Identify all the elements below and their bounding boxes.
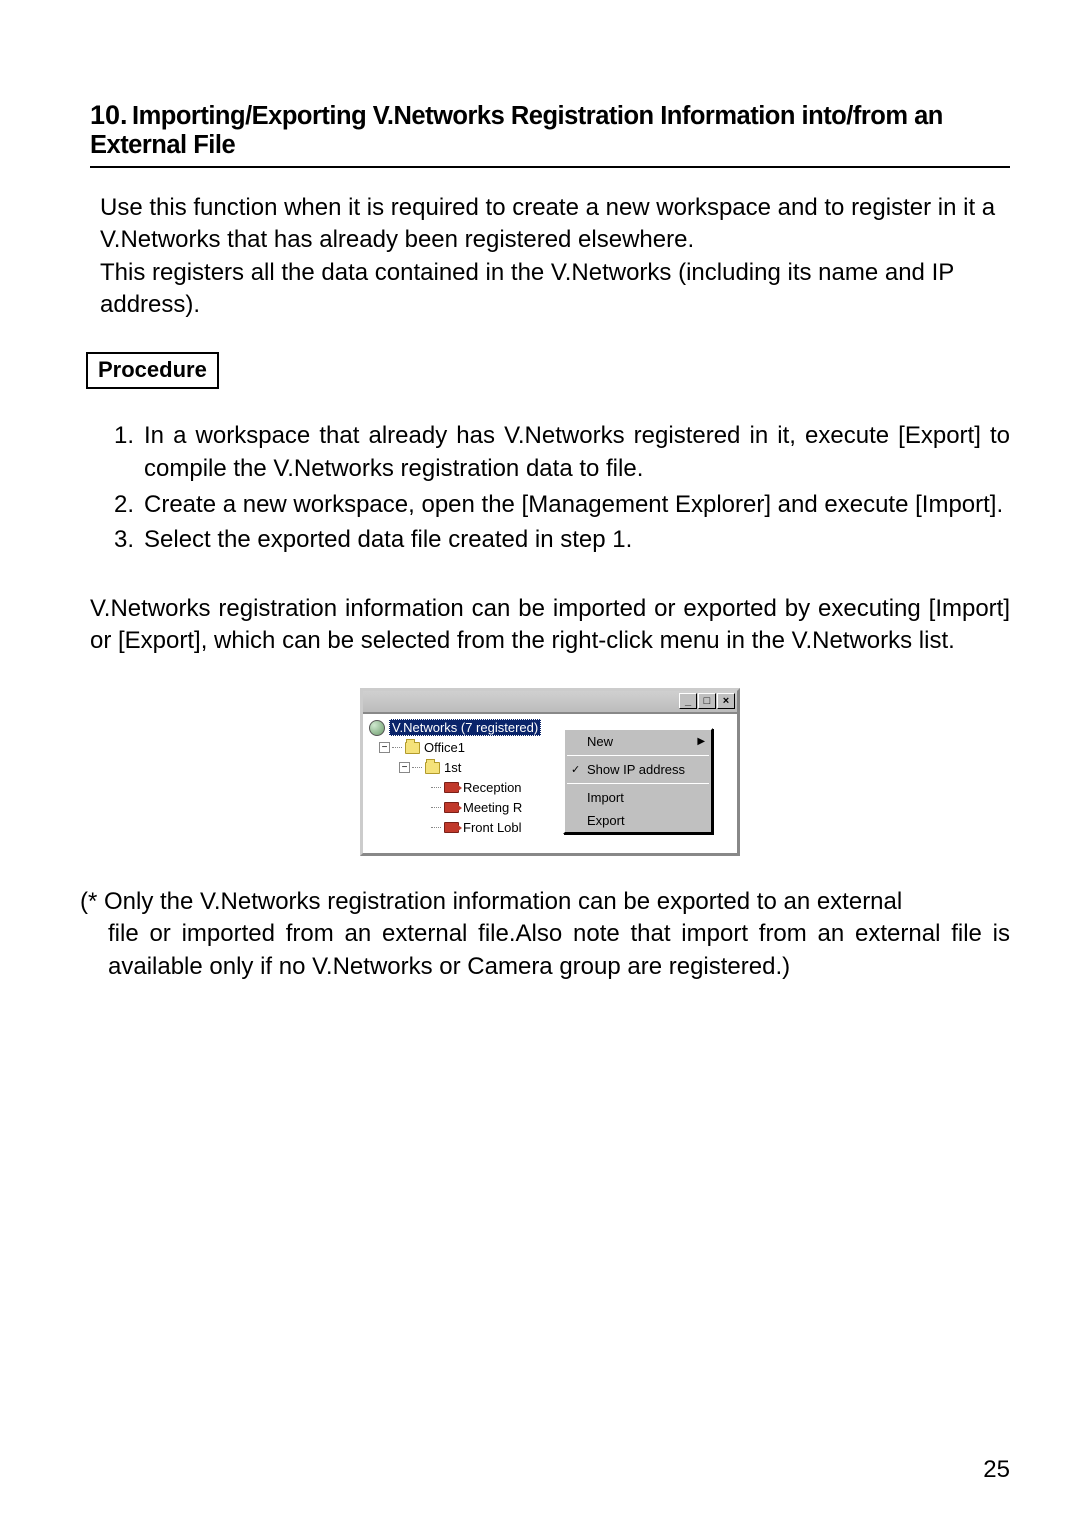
step-text: In a workspace that already has V.Networ… [144,419,1010,486]
menu-item-export[interactable]: Export [565,809,711,832]
camera-icon [443,800,459,816]
tree-root-label: V.Networks (7 registered) [389,719,541,736]
footnote-rest: file or imported from an external file.A… [80,918,1010,983]
menu-item-label: Export [587,813,625,828]
section-number: 10. [90,100,128,130]
menu-item-label: Import [587,790,624,805]
footnote: (* Only the V.Networks registration info… [80,886,1010,983]
menu-item-label: Show IP address [587,762,685,777]
step-text: Select the exported data file created in… [144,523,1010,557]
window-titlebar: _ □ × [363,691,737,713]
list-item: 3. Select the exported data file created… [114,523,1010,557]
expander-icon[interactable]: − [379,742,390,753]
context-menu: New ▶ ✓ Show IP address Import Export [563,728,713,834]
menu-separator [567,755,709,756]
tree-node-label: Office1 [424,740,465,755]
tree-panel: V.Networks (7 registered) − Office1 − 1s… [363,713,737,853]
minimize-button[interactable]: _ [679,693,697,709]
section-heading: 10. Importing/Exporting V.Networks Regis… [90,100,1010,168]
expander-icon[interactable]: − [399,762,410,773]
close-button[interactable]: × [717,693,735,709]
camera-icon [443,820,459,836]
menu-item-show-ip[interactable]: ✓ Show IP address [565,758,711,781]
list-item: 1. In a workspace that already has V.Net… [114,419,1010,486]
body-paragraph: V.Networks registration information can … [90,593,1010,658]
globe-icon [369,720,385,736]
maximize-button[interactable]: □ [698,693,716,709]
menu-item-new[interactable]: New ▶ [565,730,711,753]
tree-node-label: 1st [444,760,461,775]
procedure-label: Procedure [86,352,219,389]
menu-item-label: New [587,734,613,749]
intro-paragraph: Use this function when it is required to… [100,192,1010,322]
step-number: 3. [114,523,144,557]
procedure-list: 1. In a workspace that already has V.Net… [114,419,1010,557]
step-text: Create a new workspace, open the [Manage… [144,488,1010,522]
folder-icon [404,740,420,756]
tree-leaf-label: Front Lobl [463,820,522,835]
section-title: Importing/Exporting V.Networks Registrat… [90,102,943,159]
tree-leaf-label: Reception [463,780,522,795]
step-number: 2. [114,488,144,522]
menu-separator [567,783,709,784]
footnote-line1: (* Only the V.Networks registration info… [80,886,1010,918]
camera-icon [443,780,459,796]
tree-leaf-label: Meeting R [463,800,522,815]
list-item: 2. Create a new workspace, open the [Man… [114,488,1010,522]
page-number: 25 [983,1456,1010,1484]
folder-icon [424,760,440,776]
step-number: 1. [114,419,144,486]
submenu-arrow-icon: ▶ [697,736,705,747]
screenshot-window: _ □ × V.Networks (7 registered) − Office… [360,688,740,856]
menu-item-import[interactable]: Import [565,786,711,809]
check-icon: ✓ [571,763,580,776]
